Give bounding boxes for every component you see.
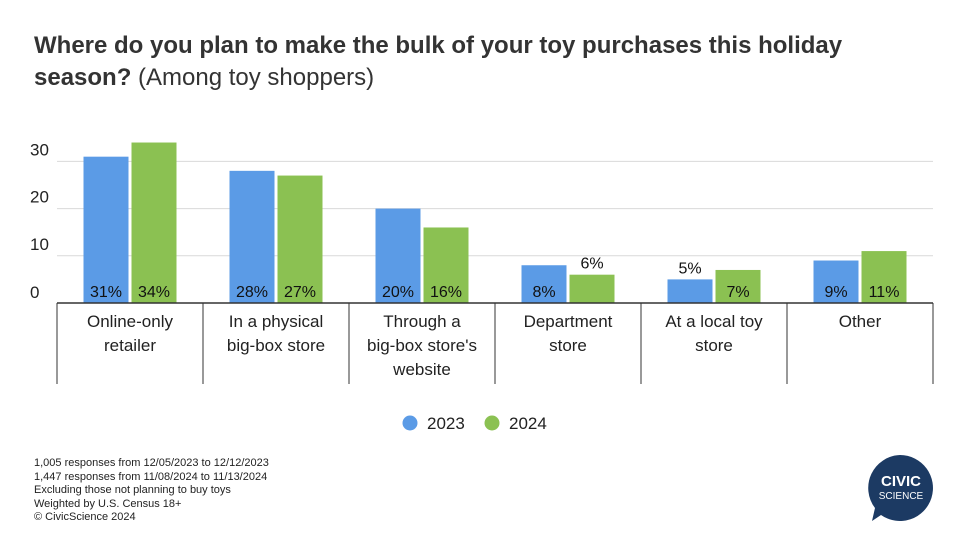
x-tick-label: Other <box>839 312 882 331</box>
x-tick-label-line: retailer <box>104 336 156 355</box>
data-label: 8% <box>532 284 555 301</box>
y-tick-label: 30 <box>30 140 49 159</box>
logo-text-civic: CIVIC <box>881 473 921 490</box>
x-tick-label-line: In a physical <box>229 312 324 331</box>
bar-2024 <box>715 269 761 303</box>
bar-2024 <box>131 142 177 303</box>
data-label: 9% <box>824 284 847 301</box>
x-tick-label: At a local toy store <box>665 312 763 355</box>
footnote-line: Excluding those not planning to buy toys <box>34 484 231 497</box>
x-tick-label: Through a big-box store's website <box>367 312 477 379</box>
bar-2023 <box>813 260 859 303</box>
footnote-line: © CivicScience 2024 <box>34 511 136 524</box>
data-label: 34% <box>138 284 170 301</box>
data-label: 28% <box>236 284 268 301</box>
x-tick-label-line: website <box>392 360 451 379</box>
bar-2024 <box>861 251 907 303</box>
logo-text-science: SCIENCE <box>879 491 924 502</box>
x-tick-label: Department store <box>524 312 613 355</box>
chart-title-main: Where do you plan to make the bulk of yo… <box>34 32 843 91</box>
data-label: 11% <box>869 284 900 301</box>
x-tick-label-line: At a local toy <box>665 312 763 331</box>
bar-2023 <box>229 170 275 303</box>
x-tick-label-line: store <box>695 336 733 355</box>
legend-marker-2024 <box>484 415 500 431</box>
logo-badge-shape <box>868 455 933 521</box>
x-tick-label: In a physical big-box store <box>227 312 325 355</box>
footnote-line: 1,447 responses from 11/08/2024 to 11/13… <box>34 470 268 483</box>
bar-2023 <box>83 156 129 303</box>
x-tick-label-line: Through a <box>383 312 461 331</box>
bar-2024 <box>569 274 615 303</box>
x-tick-label-line: Online-only <box>87 312 173 331</box>
y-tick-label: 10 <box>30 235 49 254</box>
bar-chart: 0 10 20 30 31% 34% 28% 27% 20% 16% 8% 6% 5% 7% 9% 11% On… <box>30 140 934 433</box>
y-tick-label: 20 <box>30 188 49 207</box>
bar-2024 <box>423 227 469 303</box>
x-tick-label-line: big-box store's <box>367 336 477 355</box>
x-tick-label-line: big-box store <box>227 336 325 355</box>
chart-subtitle: (Among toy shoppers) <box>138 64 375 91</box>
data-label: 16% <box>430 284 462 301</box>
bar-2024 <box>277 175 323 303</box>
x-tick-label-line: Department <box>524 312 613 331</box>
legend-label: 2024 <box>509 414 547 433</box>
chart-title: Where do you plan to make the bulk of yo… <box>34 30 944 94</box>
footnote-line: 1,005 responses from 12/05/2023 to 12/12… <box>34 457 269 469</box>
data-label: 31% <box>90 284 122 301</box>
footnotes: 1,005 responses from 12/05/2023 to 12/12… <box>34 457 269 525</box>
footnote-line: Weighted by U.S. Census 18+ <box>34 497 182 510</box>
civicscience-logo: CIVIC SCIENCE <box>868 455 933 521</box>
data-label: 27% <box>284 284 316 301</box>
data-label: 20% <box>382 284 414 301</box>
legend-marker-2023 <box>402 415 418 431</box>
x-tick-label-line: Other <box>839 312 882 331</box>
x-tick-label-line: store <box>549 336 587 355</box>
x-tick-label: Online-only retailer <box>87 312 173 355</box>
bar-2023 <box>667 279 713 303</box>
bar-2023 <box>375 208 421 303</box>
y-tick-label: 0 <box>30 283 39 302</box>
legend-label: 2023 <box>427 414 465 433</box>
data-label: 7% <box>726 284 749 301</box>
data-label: 5% <box>678 260 701 277</box>
bar-2023 <box>521 265 567 303</box>
data-label: 6% <box>580 256 603 273</box>
